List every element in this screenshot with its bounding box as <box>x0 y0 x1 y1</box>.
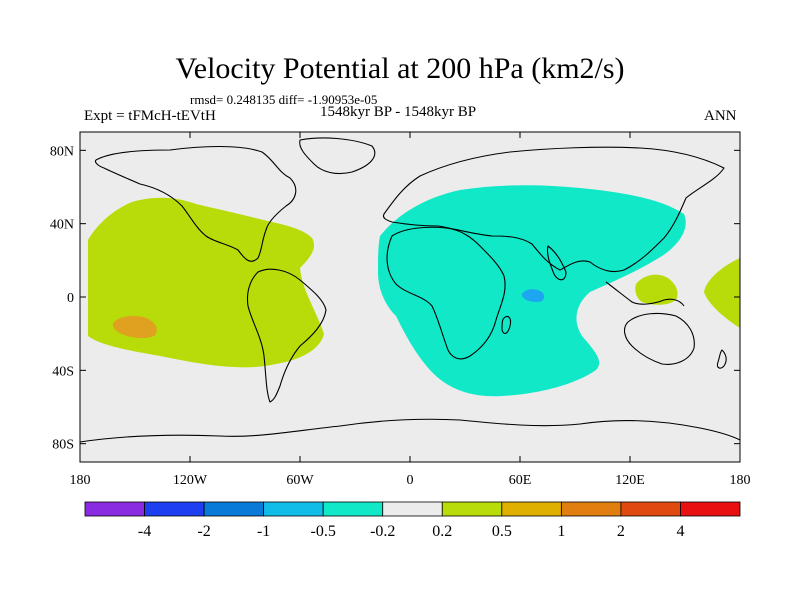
colorbar-level-label: 0.2 <box>432 523 452 540</box>
statistics-label: rmsd= 0.248135 diff= -1.90953e-05 <box>190 92 378 107</box>
contour-positive-central-pacific <box>704 258 740 328</box>
colorbar-level-label: -4 <box>138 523 151 540</box>
coast-southeast-asia-islands <box>605 281 685 307</box>
period-label: 1548kyr BP - 1548kyr BP <box>320 104 477 120</box>
lat-label: 80N <box>50 144 74 159</box>
colorbar-swatch <box>203 501 265 517</box>
colorbar-level-label: -0.5 <box>311 523 336 540</box>
colorbar-swatch <box>620 501 681 517</box>
coast-north-america <box>94 145 297 262</box>
map-panel: 80N 40N 0 40S 80S 180 120W 60W 0 60E 120E 180 <box>50 131 751 488</box>
colorbar-swatch <box>501 501 562 517</box>
colorbar-swatch <box>441 501 503 517</box>
lon-label: 120E <box>615 473 645 488</box>
colorbar-level-label: 1 <box>557 523 565 540</box>
colorbar-swatch <box>144 501 205 517</box>
coast-madagascar <box>501 315 512 335</box>
lon-label: 60W <box>286 473 314 488</box>
contour-positive-west-pacific <box>635 274 678 305</box>
map-ticks <box>79 132 741 462</box>
lon-label: 180 <box>70 473 91 488</box>
lat-label: 80S <box>52 438 74 453</box>
coast-india <box>546 245 567 281</box>
colorbar-swatch <box>680 501 741 517</box>
coast-south-america <box>246 268 327 403</box>
colorbar-level-label: 2 <box>617 523 625 540</box>
coast-greenland <box>299 137 376 175</box>
colorbar: -4 -2 -1 -0.5 -0.2 0.2 0.5 1 2 4 <box>84 501 741 540</box>
season-label: ANN <box>704 108 737 124</box>
coast-eurasia <box>382 146 725 273</box>
lat-label: 40N <box>50 218 74 233</box>
experiment-label: Expt = tFMcH-tEVtH <box>84 108 216 124</box>
lat-label: 0 <box>67 291 74 306</box>
contour-negative-indian-ocean-core <box>522 289 545 302</box>
colorbar-swatch <box>84 501 145 517</box>
colorbar-swatch <box>263 501 324 517</box>
coast-new-zealand <box>716 349 727 369</box>
colorbar-swatch <box>382 501 443 517</box>
lon-label: 180 <box>730 473 751 488</box>
colorbar-level-label: -2 <box>197 523 210 540</box>
lon-label: 120W <box>173 473 208 488</box>
colorbar-level-label: -0.2 <box>370 523 395 540</box>
map-title: Velocity Potential at 200 hPa (km2/s) <box>175 52 625 85</box>
colorbar-level-label: -1 <box>257 523 270 540</box>
coast-australia <box>623 312 695 365</box>
lon-label: 60E <box>509 473 532 488</box>
map-axis-labels: 80N 40N 0 40S 80S 180 120W 60W 0 60E 120E 180 <box>50 144 751 488</box>
coast-africa <box>386 226 506 360</box>
colorbar-swatch <box>322 501 384 517</box>
lon-label: 0 <box>407 473 414 488</box>
colorbar-level-label: 0.5 <box>492 523 512 540</box>
coastlines <box>79 137 741 443</box>
coast-antarctica <box>79 418 741 443</box>
lat-label: 40S <box>52 364 74 379</box>
contour-positive-south-pacific-core <box>112 315 157 339</box>
colorbar-level-label: 4 <box>676 523 684 540</box>
colorbar-swatch <box>560 501 622 517</box>
